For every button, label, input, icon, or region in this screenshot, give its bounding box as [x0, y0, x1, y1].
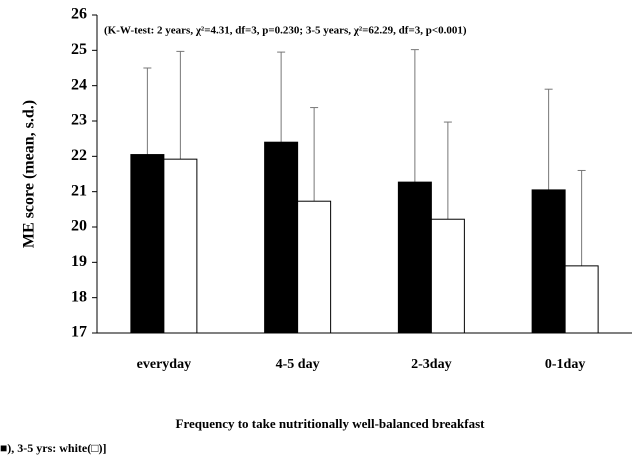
y-tick-label: 23: [71, 112, 87, 129]
x-tick-label: everyday: [137, 357, 191, 372]
bar: [564, 265, 599, 334]
bar: [264, 141, 299, 334]
legend-note: ■), 3-5 yrs: white(□)]: [0, 441, 106, 455]
annotation: (K-W-test: 2 years, χ²=4.31, df=3, p=0.2…: [104, 25, 467, 37]
bar: [297, 200, 332, 334]
bar: [163, 158, 198, 334]
y-tick-label: 21: [71, 182, 87, 199]
y-tick-label: 17: [71, 324, 87, 341]
y-tick-label: 26: [71, 6, 87, 23]
y-axis-label: ME score (mean, s.d.): [21, 100, 38, 248]
bar: [130, 154, 165, 334]
y-tick-label: 18: [71, 288, 87, 305]
x-tick-label: 0-1day: [545, 357, 585, 372]
y-tick-label: 24: [71, 76, 87, 93]
x-tick-label: 2-3day: [411, 357, 451, 372]
bar: [531, 189, 566, 334]
y-tick-label: 19: [71, 253, 87, 270]
y-tick-label: 20: [71, 218, 87, 235]
x-axis-label: Frequency to take nutritionally well-bal…: [176, 416, 486, 431]
y-tick-label: 22: [71, 147, 87, 164]
bar: [430, 218, 465, 334]
x-tick-label: 4-5 day: [276, 357, 320, 372]
y-tick-label: 25: [71, 41, 87, 58]
bar: [397, 181, 432, 334]
